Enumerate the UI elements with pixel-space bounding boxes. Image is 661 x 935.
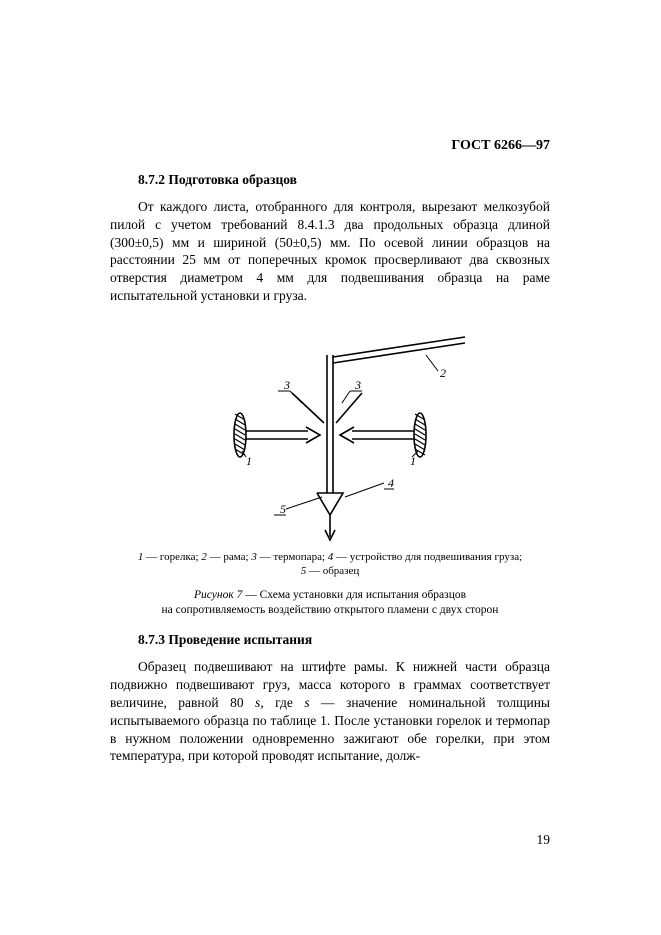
svg-text:2: 2 [440,366,446,380]
figure-caption-line2: на сопротивляемость воздействию открытог… [162,604,499,616]
page-number: 19 [110,832,550,848]
figure-7-legend: 1 — горелка; 2 — рама; 3 — термопара; 4 … [110,551,550,579]
section-8-7-2-text: От каждого листа, отобранного для контро… [110,198,550,305]
svg-text:1: 1 [410,454,416,468]
figure-label: Рисунок 7 [194,589,242,601]
svg-text:3: 3 [283,378,290,392]
doc-code: ГОСТ 6266—97 [110,138,550,154]
svg-text:5: 5 [280,502,286,516]
figure-7-caption: Рисунок 7 — Схема установки для испытани… [110,588,550,618]
section-title: Подготовка образцов [168,172,297,187]
section-number: 8.7.2 [138,172,165,187]
section-8-7-3-text: Образец подвешивают на штифте рамы. К ни… [110,658,550,765]
section-title: Проведение испытания [168,632,312,647]
section-8-7-3-heading: 8.7.3 Проведение испытания [110,632,550,648]
section-8-7-2-heading: 8.7.2 Подготовка образцов [110,172,550,188]
section-number: 8.7.3 [138,632,165,647]
page-content: ГОСТ 6266—97 8.7.2 Подготовка образцов О… [110,138,550,775]
figure-7-svg: 1 1 3 3 2 4 5 [180,315,480,545]
figure-7: 1 1 3 3 2 4 5 [110,315,550,545]
svg-text:1: 1 [246,454,252,468]
svg-text:4: 4 [388,476,394,490]
svg-text:3: 3 [354,378,361,392]
figure-caption-line1: — Схема установки для испытания образцов [245,589,466,601]
